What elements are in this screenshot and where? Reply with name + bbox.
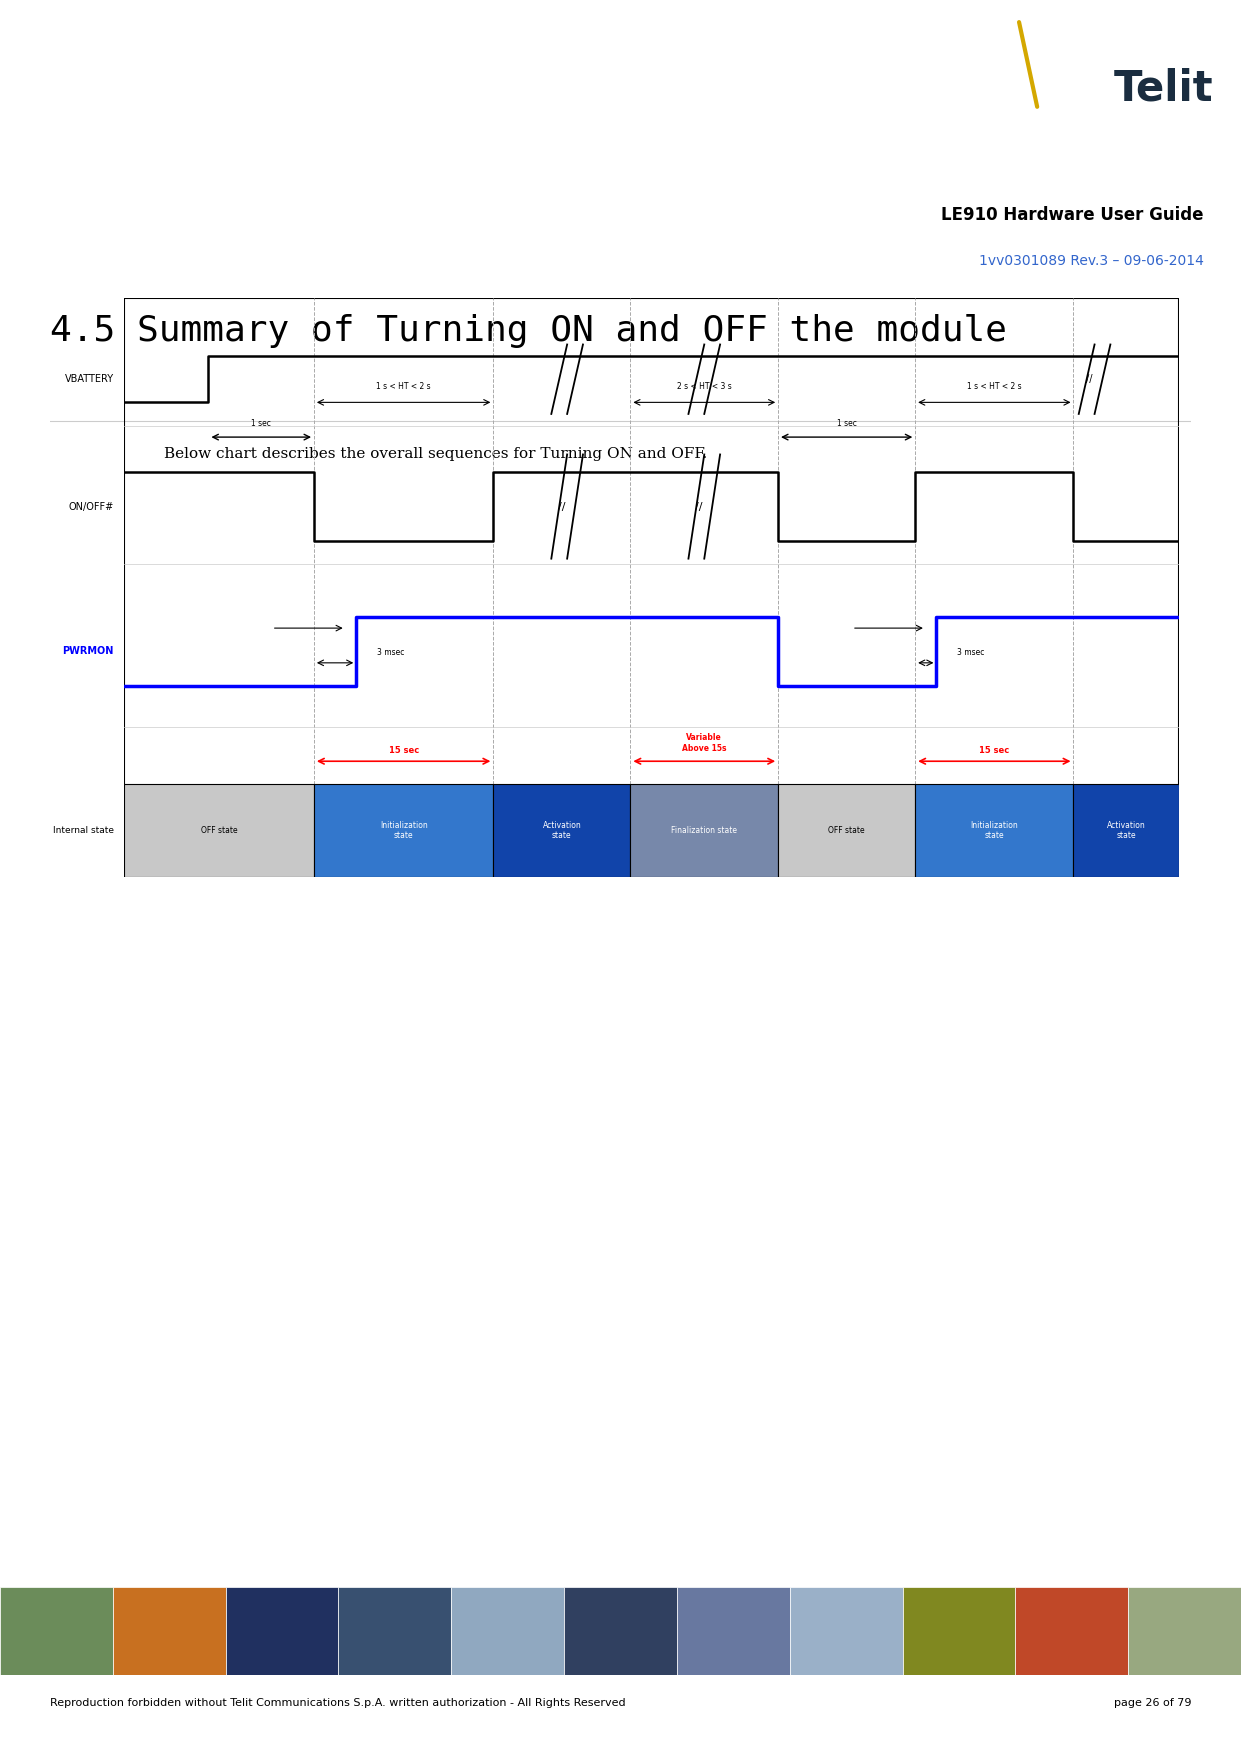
Bar [778,784,916,877]
Bar [789,1587,902,1675]
Bar [113,1587,226,1675]
Bar [676,1587,789,1675]
Text: //: // [1086,374,1092,384]
Text: 1 s < HT < 2 s: 1 s < HT < 2 s [376,382,431,391]
Bar [494,784,630,877]
Text: 1 sec: 1 sec [251,419,272,428]
Text: //: // [558,502,566,512]
Text: LE910 Hardware User Guide: LE910 Hardware User Guide [941,205,1204,225]
Text: OFF state: OFF state [828,826,865,835]
Text: 3 msec: 3 msec [958,647,985,658]
Text: 2 s < HT < 3 s: 2 s < HT < 3 s [676,382,732,391]
Bar [314,784,494,877]
Text: 3 msec: 3 msec [377,647,405,658]
Text: Reproduction forbidden without Telit Communications S.p.A. written authorization: Reproduction forbidden without Telit Com… [50,1698,625,1708]
Text: Initialization
state: Initialization state [380,821,427,840]
Bar [1128,1587,1241,1675]
Text: 1vv0301089 Rev.3 – 09-06-2014: 1vv0301089 Rev.3 – 09-06-2014 [979,254,1204,268]
Text: Variable
Above 15s: Variable Above 15s [683,733,726,752]
Text: Below chart describes the overall sequences for Turning ON and OFF.: Below chart describes the overall sequen… [164,447,707,461]
Text: //: // [695,502,702,512]
Text: wireless
solutions: wireless solutions [1145,123,1214,154]
Text: OFF state: OFF state [201,826,237,835]
Bar [124,784,314,877]
Text: ON/OFF#: ON/OFF# [68,502,114,512]
Bar [630,784,778,877]
Text: 15 sec: 15 sec [979,747,1009,756]
Bar [1015,1587,1128,1675]
Text: 1 sec: 1 sec [836,419,856,428]
Bar [565,1587,676,1675]
Text: 15 sec: 15 sec [388,747,418,756]
Bar [452,1587,565,1675]
Text: VBATTERY: VBATTERY [65,374,114,384]
Bar [339,1587,452,1675]
Text: Activation
state: Activation state [1107,821,1145,840]
Text: 4.5 Summary of Turning ON and OFF the module: 4.5 Summary of Turning ON and OFF the mo… [50,314,1006,347]
Bar [902,1587,1015,1675]
Text: Internal state: Internal state [52,826,114,835]
Text: 1 s < HT < 2 s: 1 s < HT < 2 s [967,382,1021,391]
Text: Activation
state: Activation state [542,821,581,840]
Bar [0,1587,113,1675]
Bar [226,1587,339,1675]
Text: page 26 of 79: page 26 of 79 [1114,1698,1191,1708]
Text: Initialization
state: Initialization state [970,821,1018,840]
Bar [916,784,1073,877]
Text: Telit: Telit [1114,67,1214,109]
Bar [1073,784,1179,877]
Text: PWRMON: PWRMON [62,645,114,656]
Text: Finalization state: Finalization state [671,826,737,835]
